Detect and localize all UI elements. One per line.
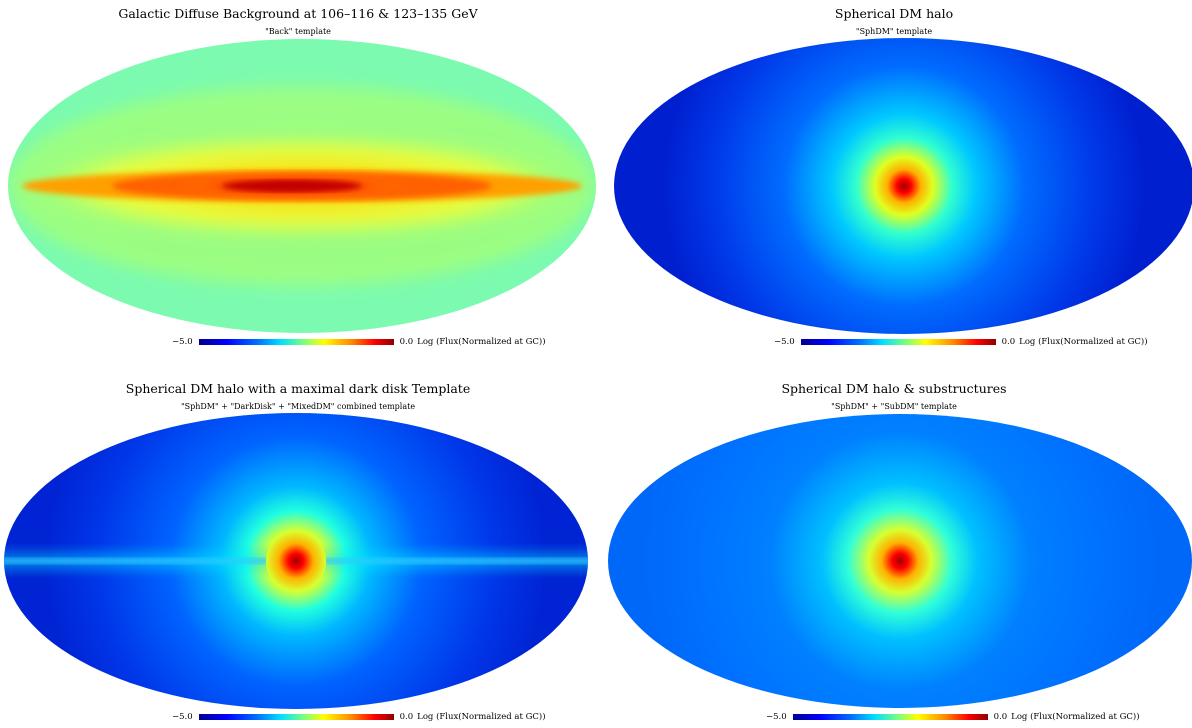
colorbar-max-label: 0.0 — [993, 712, 1008, 722]
colorbar: −5.0 0.0 Log (Flux(Normalized at GC)) — [774, 335, 1148, 349]
colorbar: −5.0 0.0 Log (Flux(Normalized at GC)) — [172, 335, 546, 349]
colorbar-max-label: 0.0 — [1001, 337, 1016, 347]
colorbar-gradient — [198, 714, 394, 720]
panel-subtitle: "SphDM" + "DarkDisk" + "MixedDM" combine… — [180, 402, 416, 411]
skymap-halo-with-disk — [4, 413, 588, 709]
colorbar-min-label: −5.0 — [766, 712, 787, 722]
panel-diffuse-background: Galactic Diffuse Background at 106–116 &… — [0, 0, 596, 364]
skymap-spherical-halo — [614, 38, 1192, 334]
panel-subtitle: "SphDM" template — [855, 27, 933, 36]
skymap-halo-substructures — [608, 414, 1192, 708]
panel-halo-with-disk: Spherical DM halo with a maximal dark di… — [0, 364, 596, 728]
colorbar-min-label: −5.0 — [172, 337, 193, 347]
panel-halo-substructures: Spherical DM halo & substructures "SphDM… — [596, 364, 1192, 728]
colorbar-gradient — [792, 714, 988, 720]
panel-title: Spherical DM halo with a maximal dark di… — [125, 381, 471, 396]
colorbar-min-label: −5.0 — [774, 337, 795, 347]
colorbar-gradient — [198, 339, 394, 345]
colorbar: −5.0 0.0 Log (Flux(Normalized at GC)) — [766, 710, 1140, 724]
skymap-diffuse-background — [8, 39, 596, 333]
colorbar-unit-label: Log (Flux(Normalized at GC)) — [417, 337, 546, 347]
colorbar: −5.0 0.0 Log (Flux(Normalized at GC)) — [172, 710, 546, 724]
panel-subtitle: "Back" template — [265, 27, 331, 36]
colorbar-max-label: 0.0 — [399, 712, 414, 722]
colorbar-max-label: 0.0 — [399, 337, 414, 347]
panel-title: Galactic Diffuse Background at 106–116 &… — [118, 6, 478, 21]
panel-subtitle: "SphDM" + "SubDM" template — [831, 402, 957, 411]
colorbar-unit-label: Log (Flux(Normalized at GC)) — [1019, 337, 1148, 347]
colorbar-gradient — [800, 339, 996, 345]
colorbar-min-label: −5.0 — [172, 712, 193, 722]
panel-title: Spherical DM halo — [834, 6, 954, 21]
colorbar-unit-label: Log (Flux(Normalized at GC)) — [417, 712, 546, 722]
panel-spherical-halo: Spherical DM halo "SphDM" template −5.0 … — [596, 0, 1192, 364]
colorbar-unit-label: Log (Flux(Normalized at GC)) — [1011, 712, 1140, 722]
panel-title: Spherical DM halo & substructures — [781, 381, 1007, 396]
